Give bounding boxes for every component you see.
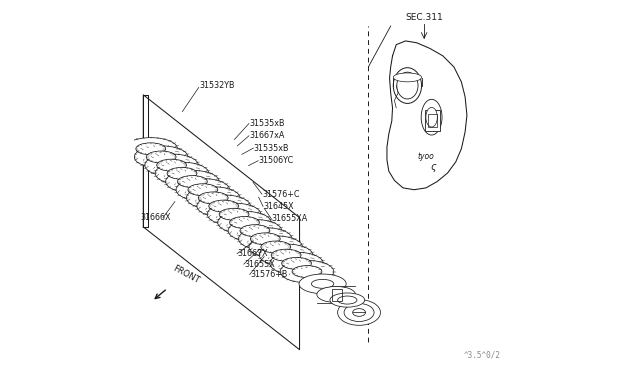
Ellipse shape [353, 309, 365, 316]
Ellipse shape [218, 211, 271, 234]
Text: 31655X: 31655X [244, 260, 275, 269]
Ellipse shape [166, 170, 219, 193]
Ellipse shape [124, 138, 177, 160]
Ellipse shape [394, 68, 422, 103]
Bar [425, 110, 440, 131]
Ellipse shape [261, 241, 291, 253]
Text: 31666X: 31666X [141, 213, 171, 222]
Ellipse shape [421, 99, 442, 135]
Ellipse shape [134, 146, 188, 168]
Text: $\mathit{\varsigma}$: $\mathit{\varsigma}$ [429, 162, 437, 174]
Ellipse shape [249, 236, 303, 258]
Bar [332, 289, 342, 301]
Ellipse shape [186, 187, 240, 209]
Ellipse shape [239, 228, 292, 250]
Text: 31576+B: 31576+B [250, 270, 287, 279]
Ellipse shape [344, 304, 374, 321]
Bar [428, 114, 437, 127]
Ellipse shape [426, 108, 437, 127]
Ellipse shape [299, 274, 346, 294]
Ellipse shape [176, 179, 230, 201]
Ellipse shape [338, 300, 381, 325]
Ellipse shape [167, 167, 197, 179]
Ellipse shape [397, 72, 418, 99]
Text: 31535xB: 31535xB [254, 144, 289, 153]
Text: 31667xA: 31667xA [250, 131, 285, 140]
Ellipse shape [312, 279, 334, 288]
Ellipse shape [271, 249, 301, 261]
Ellipse shape [240, 225, 270, 237]
Text: 31532YB: 31532YB [199, 81, 235, 90]
Ellipse shape [270, 252, 323, 275]
Ellipse shape [338, 296, 357, 304]
Ellipse shape [156, 162, 209, 185]
Text: ^3.5^0/2: ^3.5^0/2 [463, 351, 500, 360]
Ellipse shape [282, 257, 312, 269]
Ellipse shape [259, 244, 313, 266]
Ellipse shape [230, 217, 259, 228]
Ellipse shape [219, 208, 249, 220]
Ellipse shape [145, 154, 198, 176]
Text: 31576+C: 31576+C [262, 190, 300, 199]
Text: SEC.311: SEC.311 [405, 13, 443, 22]
Ellipse shape [147, 151, 176, 163]
Ellipse shape [157, 159, 186, 171]
Ellipse shape [250, 233, 280, 245]
Ellipse shape [198, 192, 228, 204]
Ellipse shape [188, 184, 218, 196]
Text: 31667X: 31667X [237, 249, 268, 258]
Ellipse shape [209, 200, 239, 212]
Text: 31645X: 31645X [264, 202, 294, 211]
Ellipse shape [330, 293, 365, 307]
Ellipse shape [228, 219, 282, 242]
Text: 31535xB: 31535xB [250, 119, 285, 128]
Ellipse shape [317, 286, 355, 302]
Ellipse shape [280, 260, 334, 283]
Text: 31506YC: 31506YC [259, 156, 294, 165]
Ellipse shape [292, 266, 322, 278]
Text: 31655XA: 31655XA [271, 214, 308, 223]
Ellipse shape [394, 73, 422, 82]
Ellipse shape [136, 143, 166, 155]
Ellipse shape [197, 195, 250, 217]
Text: tyoo: tyoo [418, 152, 435, 161]
Ellipse shape [177, 176, 207, 187]
Text: FRONT: FRONT [172, 264, 201, 286]
Ellipse shape [207, 203, 261, 225]
